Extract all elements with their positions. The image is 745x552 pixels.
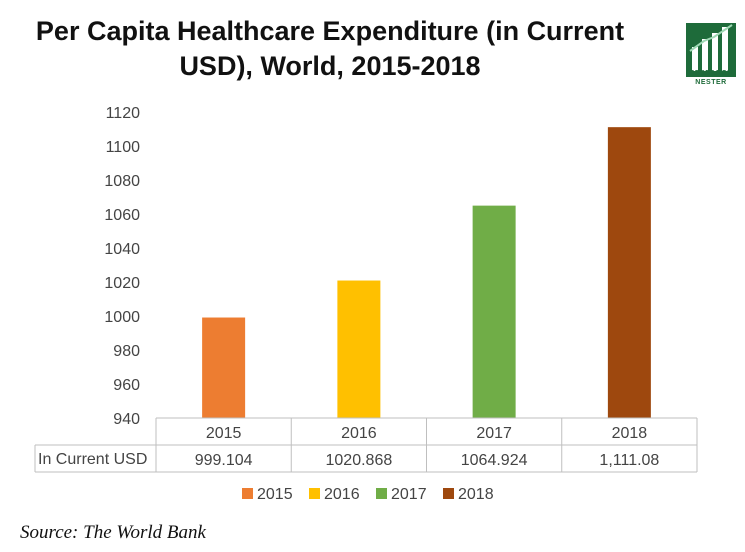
x-tick-label-2015: 2015 [206,425,242,442]
legend-swatch-2015 [242,488,253,499]
y-tick-label-7: 1080 [104,173,140,190]
x-tick-label-2018: 2018 [612,425,648,442]
y-tick-label-8: 1100 [106,139,141,156]
data-label-2017: 1064.924 [461,452,528,469]
y-tick-label-6: 1060 [104,207,140,224]
y-tick-label-1: 960 [113,377,140,394]
y-tick-label-5: 1040 [104,241,140,258]
data-label-2015: 999.104 [195,452,253,469]
y-tick-label-2: 980 [113,343,140,360]
bar-2016 [337,280,381,418]
legend-swatch-2018 [443,488,454,499]
table-row-label: In Current USD [38,451,147,468]
bar-2015 [202,317,246,418]
y-tick-label-3: 1000 [104,309,140,326]
source-note: Source: The World Bank [20,522,206,543]
logo-text-nester: NESTER [695,79,727,86]
y-tick-label-9: 1120 [106,105,141,122]
legend-label-2015: 2015 [257,486,293,503]
x-tick-label-2016: 2016 [341,425,377,442]
legend-swatch-2016 [309,488,320,499]
bar-2017 [472,205,516,418]
legend-label-2017: 2017 [391,486,427,503]
legend-label-2016: 2016 [324,486,360,503]
data-label-2016: 1020.868 [326,452,393,469]
chart-title-line1: Per Capita Healthcare Expenditure (in Cu… [35,16,625,46]
legend-label-2018: 2018 [458,486,494,503]
logo-text-research: RESEARCH [689,70,733,77]
research-nester-logo-icon [686,23,736,77]
chart-title-line2: USD), World, 2015-2018 [179,51,481,81]
legend-swatch-2017 [376,488,387,499]
x-tick-label-2017: 2017 [476,425,512,442]
y-tick-label-0: 940 [113,411,140,428]
data-label-2018: 1,111.08 [599,452,659,469]
y-tick-label-4: 1020 [104,275,140,292]
bar-2018 [607,127,651,418]
chart-title: Per Capita Healthcare Expenditure (in Cu… [0,14,660,84]
